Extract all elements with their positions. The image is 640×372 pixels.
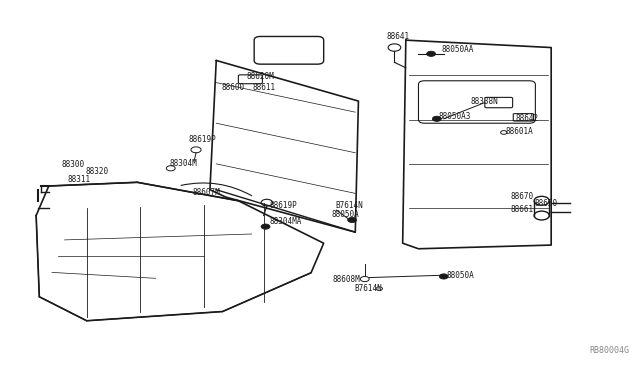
Text: 88338N: 88338N	[470, 97, 498, 106]
FancyBboxPatch shape	[485, 97, 513, 108]
Text: 88619P: 88619P	[270, 201, 298, 210]
Text: 88661: 88661	[511, 205, 534, 214]
Circle shape	[534, 196, 549, 205]
Circle shape	[433, 116, 441, 121]
Circle shape	[166, 166, 175, 171]
Text: 88608M: 88608M	[333, 275, 360, 283]
Circle shape	[191, 147, 201, 153]
Text: 88050AA: 88050AA	[442, 45, 474, 54]
Circle shape	[500, 131, 507, 134]
Circle shape	[261, 199, 273, 206]
Circle shape	[261, 224, 270, 229]
Text: 88641: 88641	[387, 32, 410, 41]
Circle shape	[534, 211, 549, 220]
Text: B7614N: B7614N	[354, 284, 382, 293]
Text: 88601A: 88601A	[506, 127, 533, 136]
Circle shape	[360, 276, 369, 282]
Text: 88320: 88320	[85, 167, 109, 176]
FancyBboxPatch shape	[238, 75, 262, 84]
FancyBboxPatch shape	[254, 36, 324, 64]
Text: B7614N: B7614N	[335, 201, 363, 210]
Circle shape	[439, 274, 448, 279]
Text: 88619P: 88619P	[188, 135, 216, 144]
Text: 88050A: 88050A	[332, 210, 360, 219]
FancyBboxPatch shape	[419, 81, 536, 123]
Text: 88650: 88650	[535, 199, 558, 208]
FancyBboxPatch shape	[513, 113, 534, 121]
Text: 88611: 88611	[253, 83, 276, 92]
Text: 88670: 88670	[511, 192, 534, 201]
Text: 88311: 88311	[68, 175, 91, 184]
Text: 88050A3: 88050A3	[438, 112, 471, 121]
Text: 88304M: 88304M	[170, 158, 197, 168]
Text: 88050A: 88050A	[447, 271, 475, 280]
Circle shape	[427, 51, 436, 57]
Text: 88600: 88600	[221, 83, 244, 92]
Text: 88642: 88642	[515, 113, 538, 122]
Text: 88620M: 88620M	[246, 72, 275, 81]
Text: 88300: 88300	[61, 160, 84, 169]
Circle shape	[376, 287, 383, 291]
Circle shape	[388, 44, 401, 51]
Text: 88607M: 88607M	[193, 188, 221, 197]
Circle shape	[348, 217, 356, 222]
Text: RB80004G: RB80004G	[589, 346, 629, 355]
Text: 88304MA: 88304MA	[270, 217, 302, 225]
